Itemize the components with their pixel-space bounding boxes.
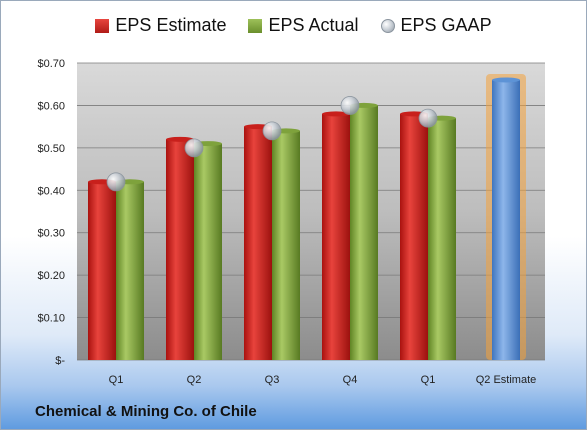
legend-swatch-gaap — [380, 18, 395, 33]
legend-item-gaap: EPS GAAP — [380, 15, 492, 36]
x-tick-label: Q4 — [343, 374, 358, 386]
y-tick-label: $0.70 — [37, 58, 65, 70]
x-tick-label: Q1 — [421, 374, 436, 386]
y-tick-label: $0.30 — [37, 228, 65, 240]
marker-eps-gaap — [340, 96, 360, 115]
legend-label-estimate: EPS Estimate — [115, 15, 227, 35]
legend-label-gaap: EPS GAAP — [400, 15, 492, 35]
bar-top-eps-estimate — [166, 136, 194, 142]
legend: EPS Estimate EPS Actual EPS GAAP — [1, 15, 586, 36]
bar-eps-estimate — [322, 113, 350, 361]
bar-top-eps-estimate — [322, 111, 350, 117]
legend-label-actual: EPS Actual — [268, 15, 359, 35]
legend-item-estimate: EPS Estimate — [95, 15, 226, 36]
gaap-markers — [106, 96, 438, 192]
marker-eps-gaap — [418, 108, 438, 128]
y-tick-label: $0.50 — [37, 143, 65, 155]
legend-item-actual: EPS Actual — [248, 15, 359, 36]
y-tick-label: $0.40 — [37, 185, 65, 197]
bar-eps-actual — [116, 181, 144, 360]
bar-eps-actual — [350, 105, 378, 360]
x-axis-ticks: Q1 Q2 Q3 Q4 Q1 Q2 Estimate — [109, 374, 537, 386]
bar-eps-estimate — [166, 139, 194, 360]
bar-eps-estimate — [244, 126, 272, 361]
bar-eps-forecast — [492, 79, 520, 360]
y-tick-label: $0.20 — [37, 270, 65, 282]
bar-eps-estimate — [88, 181, 116, 360]
legend-swatch-actual — [248, 18, 263, 33]
company-name: Chemical & Mining Co. of Chile — [35, 403, 257, 420]
marker-eps-gaap — [184, 138, 204, 158]
bar-eps-actual — [272, 130, 300, 360]
x-tick-label: Q1 — [109, 374, 124, 386]
y-tick-label: $0.60 — [37, 100, 65, 112]
marker-eps-gaap — [106, 172, 126, 192]
y-axis-ticks: $- $0.10 $0.20 $0.30 $0.40 $0.50 $0.60 $0.70 — [37, 58, 65, 367]
bar-eps-estimate — [400, 113, 428, 361]
x-tick-label: Q2 Estimate — [476, 374, 537, 386]
y-tick-label: $- — [55, 355, 65, 367]
bars — [88, 73, 526, 361]
x-tick-label: Q3 — [265, 374, 280, 386]
legend-swatch-estimate — [95, 18, 110, 33]
bar-top-eps-forecast — [492, 77, 520, 83]
bar-eps-actual — [194, 143, 222, 360]
y-tick-label: $0.10 — [37, 313, 65, 325]
bar-eps-actual — [428, 118, 456, 361]
marker-eps-gaap — [262, 121, 282, 141]
x-tick-label: Q2 — [187, 374, 202, 386]
gridlines — [77, 62, 545, 361]
plot-area — [77, 63, 545, 360]
eps-chart: $- $0.10 $0.20 $0.30 $0.40 $0.50 $0.60 $0.70 Q1… — [37, 58, 545, 386]
